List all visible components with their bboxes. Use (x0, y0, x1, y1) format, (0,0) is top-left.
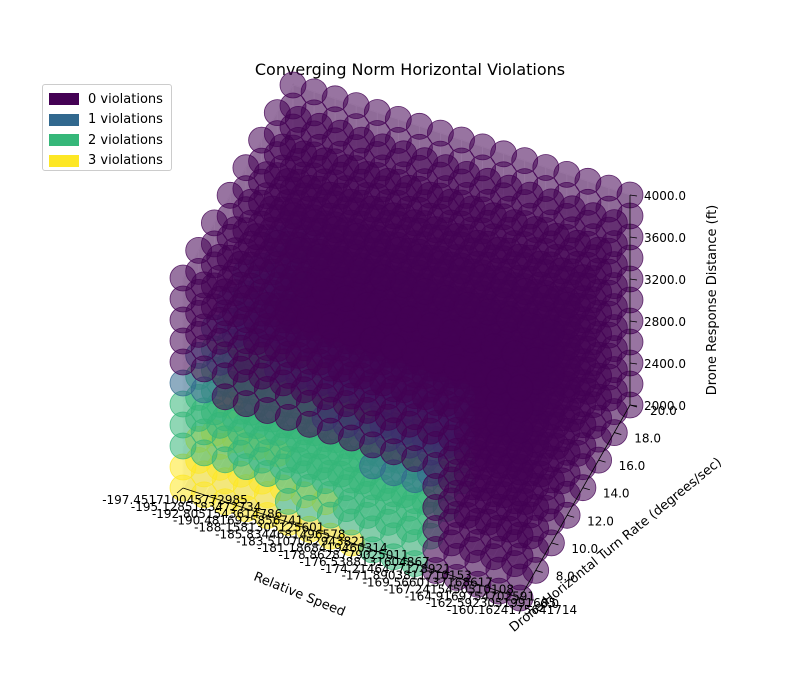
y-tick-mark (519, 597, 528, 601)
x-tick-label: -197.451710045772985 (102, 493, 248, 507)
legend-item-3: 3 violations (49, 151, 171, 172)
tick-labels: -197.451710045772985-195.1285183472734-1… (102, 189, 686, 617)
legend-label-2: 2 violations (88, 132, 163, 148)
x-tick-label: -192.8051543614786 (152, 507, 282, 521)
y-tick-label: 18.0 (634, 432, 661, 446)
data-point (522, 346, 550, 374)
legend-label-1: 1 violations (88, 112, 163, 128)
x-tick-mark (513, 597, 521, 604)
x-tick-mark (366, 549, 373, 556)
y-tick-label: 16.0 (619, 459, 646, 473)
x-tick-mark (408, 563, 415, 569)
y-tick-label: 20.0 (650, 404, 677, 418)
legend-label-3: 3 violations (88, 153, 163, 169)
y-axis-line (519, 404, 631, 599)
z-tick-mark (629, 236, 638, 239)
z-tick-label: 2800.0 (644, 315, 686, 329)
x-tick-mark (218, 501, 226, 508)
x-tick-mark (429, 570, 437, 576)
x-tick-label: -178.8628779025011 (278, 548, 408, 562)
x-tick-mark (471, 583, 479, 590)
y-tick-mark (535, 570, 543, 573)
x-tick-mark (387, 556, 394, 563)
x-tick-label: -164.9169754702591 (405, 589, 535, 603)
y-tick-mark (551, 542, 559, 546)
z-tick-label: 2000.0 (644, 399, 686, 413)
data-point (538, 319, 565, 347)
y-tick-mark (598, 459, 606, 463)
y-tick-label: 6.0 (540, 597, 559, 611)
x-tick-label: -181.1868419460314 (257, 541, 387, 555)
x-tick-mark (450, 577, 458, 583)
x-tick-label: -185.8344681496578 (215, 527, 345, 541)
x-tick-label: -190.4816925856741 (173, 514, 303, 528)
z-tick-label: 2400.0 (644, 357, 686, 371)
z-axis-label: Drone Response Distance (ft) (705, 205, 720, 396)
x-tick-label: -167.2415450510108 (384, 582, 514, 596)
x-tick-mark (260, 515, 268, 521)
x-tick-label: -188.1581305125601 (194, 521, 324, 535)
x-tick-mark (492, 590, 500, 597)
x-tick-mark (282, 522, 289, 528)
data-points (169, 71, 644, 612)
data-point (569, 264, 597, 292)
x-tick-mark (303, 528, 310, 535)
z-tick-mark (629, 362, 638, 365)
legend-item-0: 0 violations (49, 89, 171, 110)
x-tick-mark (197, 494, 205, 501)
z-tick-mark (629, 194, 638, 197)
y-tick-label: 14.0 (603, 487, 630, 501)
x-tick-label: -162.5923051991685 (426, 596, 556, 610)
z-tick-mark (629, 278, 638, 281)
x-tick-label: -160.1624175641714 (447, 603, 577, 617)
x-tick-label: -174.2146477178921 (320, 562, 450, 576)
legend: 0 violations 1 violations 2 violations 3… (42, 84, 172, 171)
chart-title: Converging Norm Horizontal Violations (254, 60, 566, 79)
x-tick-label: -183.5107052943821 (236, 534, 366, 548)
z-tick-mark (629, 404, 638, 407)
x-tick-mark (324, 535, 331, 542)
data-point (600, 209, 628, 237)
legend-item-1: 1 violations (49, 110, 171, 131)
z-tick-label: 3200.0 (644, 273, 686, 287)
y-tick-label: 8.0 (556, 569, 575, 583)
y-tick-label: 12.0 (587, 514, 614, 528)
data-point (585, 236, 612, 264)
z-tick-label: 4000.0 (644, 189, 686, 203)
legend-label-0: 0 violations (88, 91, 163, 107)
x-tick-mark (176, 487, 184, 494)
y-tick-mark (614, 432, 622, 435)
legend-swatch-3 (49, 154, 79, 167)
x-axis-label: Relative Speed (251, 570, 347, 620)
x-tick-label: -169.5660137168617 (363, 576, 493, 590)
legend-swatch-2 (49, 134, 79, 147)
data-point (506, 374, 534, 402)
x-tick-label: -176.5388131604867 (299, 555, 429, 569)
y-tick-mark (567, 514, 575, 518)
x-tick-label: -171.8903811710153 (342, 569, 472, 583)
legend-swatch-1 (49, 113, 79, 126)
y-tick-label: 10.0 (571, 542, 598, 556)
data-point (553, 291, 581, 319)
x-tick-label: -195.1285183472734 (131, 500, 261, 514)
legend-swatch-0 (49, 93, 79, 106)
z-tick-mark (629, 320, 638, 323)
legend-item-2: 2 violations (49, 130, 171, 151)
x-tick-mark (239, 508, 247, 514)
y-tick-mark (582, 487, 590, 491)
z-tick-label: 3600.0 (644, 231, 686, 245)
x-tick-mark (345, 542, 352, 549)
